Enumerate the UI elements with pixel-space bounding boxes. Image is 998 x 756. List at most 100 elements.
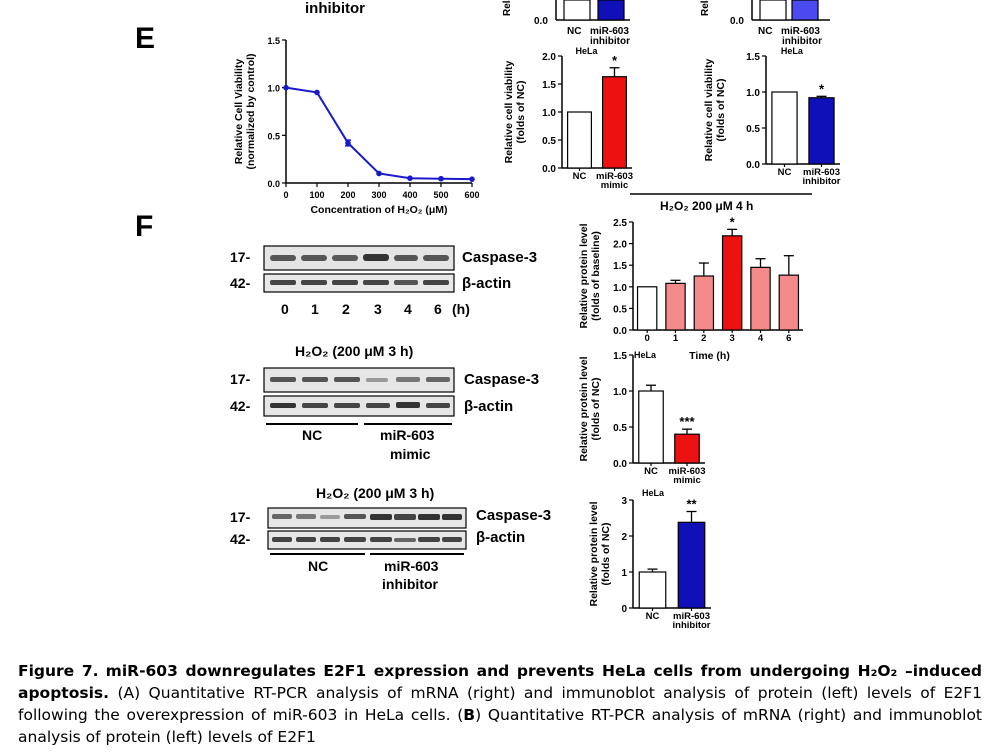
blot3-caspase-strip [267, 507, 467, 529]
protein_time-category-label: 4 [758, 333, 764, 344]
viability_mimic-ylabel-2: (folds of NC) [515, 81, 527, 144]
viability_inhibitor-bar [808, 97, 835, 165]
blot2-band1-label: Caspase-3 [464, 371, 539, 388]
viability_inhibitor-bar [771, 91, 798, 165]
blot1-mw1: 17- [230, 249, 251, 265]
western-blot-3: H₂O₂ (200 μM 3 h) 17- 42- Caspase-3 β-ac… [230, 485, 551, 592]
blot3-group1: NC [308, 558, 328, 574]
cut-ylabel-left: Rela [502, 0, 513, 16]
viability_line-ylabel-2: (normalized by control) [245, 53, 257, 169]
protein_inhibitor-bar [677, 521, 706, 609]
viability_mimic-category-label: miR-603 [596, 171, 633, 182]
blot1-mw2: 42- [230, 275, 251, 291]
protein_inhibitor-ytick-label: 0 [621, 604, 627, 615]
protein_inhibitor-ytick-label: 3 [621, 496, 627, 507]
viability-mimic-chart: 0.0 0.5 1.0 1.5 2.0 Relative cell viability (f… [503, 46, 633, 191]
viability-inhibitor-chart: 0.0 0.5 1.0 1.5 Relative cell viability (fold… [703, 46, 841, 187]
viability_mimic-ytick-label: 0.5 [542, 136, 556, 147]
protein_time-ytick-label: 1.5 [613, 261, 627, 272]
viability_line-series-line [285, 86, 473, 181]
protein_inhibitor-category-label: inhibitor [673, 620, 711, 631]
blot2-group2-line2: mimic [390, 446, 431, 462]
viability_mimic-ytick-label: 1.5 [542, 80, 556, 91]
viability_line-ytick-label: 1.5 [267, 36, 280, 46]
blot3-band2-label: β-actin [476, 529, 525, 546]
protein_time-category-label: 3 [730, 333, 735, 344]
protein_time-category-label: 1 [673, 333, 679, 344]
viability_inhibitor-ytick-label: 0.5 [746, 124, 760, 135]
protein_time-bar [750, 266, 771, 331]
protein_inhibitor-subtitle: HeLa [642, 488, 665, 498]
protein_time-category-label: 6 [786, 333, 791, 344]
viability_inhibitor-subtitle: HeLa [781, 46, 804, 56]
viability_inhibitor-category-label: NC [778, 167, 792, 178]
blot1-band1-label: Caspase-3 [462, 249, 537, 266]
protein_time-ytick-label: 1.0 [613, 283, 627, 294]
blot3-title: H₂O₂ (200 μM 3 h) [316, 485, 434, 501]
blot3-bands [272, 514, 462, 542]
blot1-lane-4: 4 [404, 301, 412, 317]
top-left-bar-inhibitor [597, 0, 625, 21]
protein_inhibitor-sig-label: ** [686, 497, 697, 512]
viability_line-xtick-label: 400 [402, 190, 417, 200]
viability_inhibitor-ylabel-2: (folds of NC) [715, 79, 727, 142]
blot2-group2-line1: miR-603 [380, 427, 435, 443]
top-left-bar-nc [563, 0, 591, 21]
viability-line-chart: 0.0 0.5 1.0 1.5 Relative Cell Viability (norm… [233, 36, 480, 216]
protein_time-bar [665, 282, 686, 331]
blot2-group1: NC [302, 427, 322, 443]
blot1-lane-6: 6 [434, 301, 442, 317]
caption-b-letter: B [463, 706, 476, 724]
blot1-actin-strip [263, 273, 455, 293]
viability_line-xtick-label: 200 [340, 190, 355, 200]
viability_line-point [469, 176, 475, 182]
protein_inhibitor-category-label: miR-603 [673, 611, 710, 622]
protein_mimic-bar [674, 433, 700, 464]
protein_mimic-ytick-label: 1.0 [613, 387, 627, 398]
viability_mimic-category-label: mimic [601, 180, 628, 191]
blot1-lane-2: 2 [342, 301, 350, 317]
viability_mimic-subtitle: HeLa [575, 46, 598, 56]
top-right-ytick: 0.0 [730, 16, 744, 27]
viability_inhibitor-category-label: miR-603 [803, 167, 840, 178]
top-right-cat-nc: NC [758, 26, 772, 37]
protein_mimic-ylabel-1: Relative protein level [578, 356, 590, 461]
protein_inhibitor-bar [638, 571, 667, 609]
viability_line-xtick-label: 0 [283, 190, 288, 200]
blot2-mw1: 17- [230, 371, 251, 387]
protein_time-xlabel: Time (h) [689, 350, 730, 362]
viability_inhibitor-ytick-label: 1.0 [746, 88, 760, 99]
viability_inhibitor-ytick-label: 1.5 [746, 52, 760, 63]
protein_mimic-ylabel-2: (folds of NC) [590, 378, 602, 441]
protein_inhibitor-ylabel-1: Relative protein level [588, 501, 600, 606]
viability_mimic-bar [601, 76, 627, 169]
viability_line-point [283, 84, 289, 91]
blot2-bands [270, 377, 450, 408]
western-blot-2: H₂O₂ (200 μM 3 h) 17- 42- Caspase-3 β-ac… [230, 343, 539, 462]
top-fragment-charts: Rela 0.0 NC miR-603 inhibitor Rela 0.0 N… [502, 0, 830, 47]
top-right-bar-nc [759, 0, 787, 21]
viability_inhibitor-ylabel-1: Relative cell viability [703, 58, 715, 161]
protein-mimic-chart: 0.0 0.5 1.0 1.5 Relative protein level (folds… [578, 351, 706, 486]
caption-title: miR-603 downregulates E2F1 expression an… [18, 662, 982, 702]
protein_mimic-category-label: miR-603 [669, 466, 706, 477]
viability_line-point [345, 140, 351, 146]
protein_time-ylabel-2: (folds of baseline) [590, 231, 602, 321]
figure-caption: Figure 7. miR-603 downregulates E2F1 exp… [18, 660, 982, 748]
blot1-lane-0: 0 [281, 301, 289, 317]
protein_time-sig-label: * [730, 214, 736, 229]
blot3-band1-label: Caspase-3 [476, 507, 551, 524]
blot1-unit: (h) [452, 301, 470, 317]
blot1-band2-label: β-actin [462, 275, 511, 292]
protein_time-ytick-label: 2.5 [613, 218, 627, 229]
top-right-bar-inhibitor [791, 0, 819, 21]
protein_mimic-ytick-label: 1.5 [613, 351, 627, 362]
protein_time-bar [693, 275, 715, 331]
top-left-ytick: 0.0 [534, 16, 548, 27]
top-left-cat-mir: miR-603 [590, 26, 629, 37]
viability_line-xtick-label: 300 [371, 190, 386, 200]
blot3-actin-strip [267, 530, 467, 550]
viability_line-xlabel: Concentration of H₂O₂ (μM) [310, 204, 447, 216]
protein_time-ytick-label: 2.0 [613, 240, 627, 251]
viability_inhibitor-ytick-label: 0.0 [746, 160, 760, 171]
